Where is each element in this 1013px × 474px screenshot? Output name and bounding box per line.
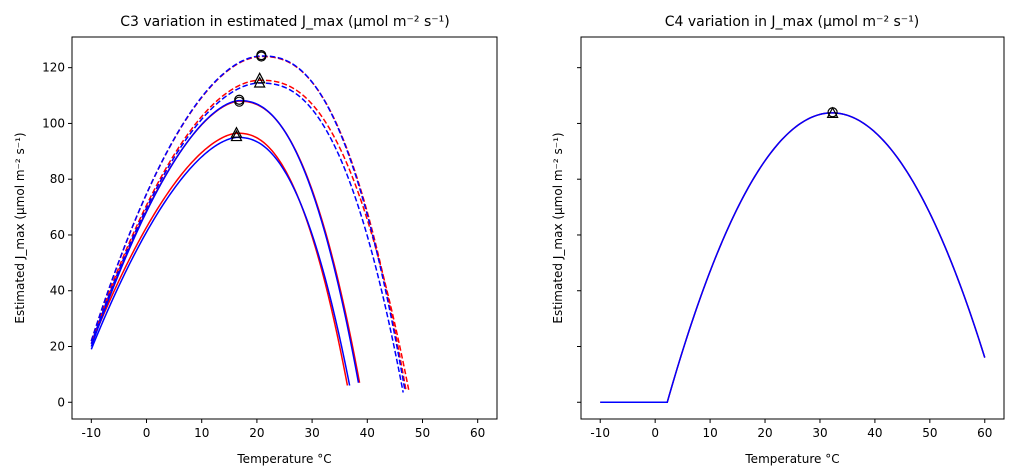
- right-x-axis-label: Temperature °C: [744, 452, 839, 466]
- right-x-tick-label: -10: [590, 426, 610, 440]
- left-x-tick-label: 20: [249, 426, 264, 440]
- right-series-line-1: [600, 112, 986, 404]
- left-peak-marker-triangle: [253, 72, 266, 84]
- left-series-line-1: [90, 132, 349, 386]
- left-panel: C3 variation in estimated J_max (µmol m⁻…: [13, 14, 498, 466]
- left-y-tick-label: 60: [50, 228, 65, 242]
- right-plot-area: [600, 106, 986, 404]
- left-x-tick-label: -10: [82, 426, 102, 440]
- left-peak-marker-circle: [234, 96, 245, 107]
- left-peak-marker-circle: [234, 94, 245, 105]
- right-x-tick-label: 60: [977, 426, 992, 440]
- right-x-tick-label: 10: [702, 426, 717, 440]
- left-series-line-8: [90, 55, 406, 390]
- right-x-tick-label: 40: [867, 426, 882, 440]
- left-y-tick-label: 40: [50, 284, 65, 298]
- left-panel-title: C3 variation in estimated J_max (µmol m⁻…: [120, 14, 450, 30]
- left-peak-marker-triangle: [230, 126, 243, 138]
- left-series-line-2: [90, 136, 351, 386]
- left-x-tick-label: 10: [194, 426, 209, 440]
- left-x-tick-label: 40: [360, 426, 375, 440]
- left-y-axis-label: Estimated J_max (µmol m⁻² s⁻¹): [13, 132, 27, 323]
- left-axes-frame: [71, 36, 498, 420]
- left-x-tick-label: 0: [143, 426, 151, 440]
- left-x-tick-label: 50: [415, 426, 430, 440]
- left-ticks: -10 0 10 20 30 40 50 60 0 20 40 60 80 100 120: [42, 61, 485, 440]
- right-panel-title: C4 variation in J_max (µmol m⁻² s⁻¹): [665, 14, 920, 30]
- right-series-line-2: [600, 112, 986, 404]
- right-x-tick-label: 0: [651, 426, 659, 440]
- left-x-tick-label: 60: [470, 426, 485, 440]
- left-series-line-5: [90, 79, 410, 390]
- left-peak-marker-triangle: [253, 76, 266, 88]
- left-peak-marker-circle: [256, 51, 267, 62]
- left-series-line-4: [90, 99, 360, 383]
- right-y-axis-label: Estimated J_max (µmol m⁻² s⁻¹): [551, 132, 565, 323]
- left-y-tick-label: 20: [50, 340, 65, 354]
- right-axes-frame: [580, 36, 1005, 420]
- left-x-axis-label: Temperature °C: [236, 452, 331, 466]
- right-panel: C4 variation in J_max (µmol m⁻² s⁻¹) Tem…: [551, 14, 1005, 466]
- left-series-line-6: [90, 82, 404, 393]
- left-peak-marker-triangle: [230, 129, 243, 142]
- right-x-tick-label: 20: [757, 426, 772, 440]
- left-y-tick-label: 120: [42, 61, 65, 75]
- left-y-tick-label: 80: [50, 172, 65, 186]
- left-y-tick-label: 0: [57, 395, 65, 409]
- left-x-tick-label: 30: [304, 426, 319, 440]
- left-plot-area: [90, 50, 410, 393]
- left-y-tick-label: 100: [42, 116, 65, 130]
- right-x-tick-label: 30: [812, 426, 827, 440]
- right-ticks: -10 0 10 20 30 40 50 60: [577, 67, 992, 440]
- right-x-tick-label: 50: [922, 426, 937, 440]
- right-peak-marker-triangle: [826, 106, 839, 119]
